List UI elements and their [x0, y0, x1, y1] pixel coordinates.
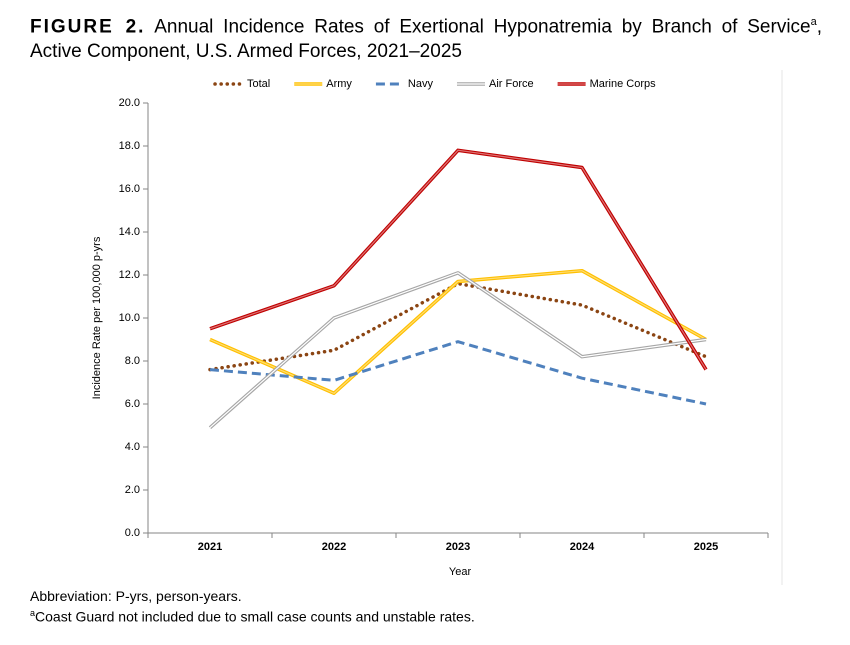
y-tick-label: 2.0	[125, 484, 140, 496]
y-tick-label: 12.0	[119, 269, 140, 281]
x-tick-label: 2023	[446, 541, 470, 553]
y-tick-label: 0.0	[125, 527, 140, 539]
chart-title-rest: , Active Component, U.S. Armed Forces, 2…	[30, 16, 823, 63]
title-block: FIGURE 2. Annual Incidence Rates of Exer…	[30, 10, 822, 64]
chart-title: Annual Incidence Rates of Exertional Hyp…	[154, 16, 811, 38]
y-tick-label: 18.0	[119, 140, 140, 152]
series-line	[209, 268, 707, 395]
line-highlight	[209, 149, 707, 370]
abbreviation: Abbreviation: P-yrs, person-years.	[30, 588, 242, 604]
x-axis-title: Year	[449, 566, 472, 578]
y-tick-label: 16.0	[119, 183, 140, 195]
x-tick-label: 2022	[322, 541, 346, 553]
legend-label: Total	[247, 78, 270, 90]
figure-label: FIGURE 2.	[30, 16, 146, 38]
footnote: aCoast Guard not included due to small c…	[30, 605, 475, 626]
footnote-marker: a	[30, 608, 36, 618]
legend-label: Marine Corps	[590, 78, 657, 90]
y-tick-label: 10.0	[119, 312, 140, 324]
line-highlight	[209, 272, 707, 429]
legend-label: Army	[326, 78, 352, 90]
notes: Abbreviation: P-yrs, person-years. aCoas…	[30, 588, 475, 626]
x-tick-label: 2024	[570, 541, 595, 553]
legend-label: Navy	[408, 78, 434, 90]
y-tick-label: 4.0	[125, 441, 140, 453]
y-tick-label: 20.0	[119, 97, 140, 109]
title-marker: a	[810, 16, 817, 28]
footnote-text: Coast Guard not included due to small ca…	[35, 608, 475, 625]
y-tick-label: 8.0	[125, 355, 140, 367]
series-line	[209, 148, 708, 371]
y-tick-label: 6.0	[125, 398, 140, 410]
y-tick-label: 14.0	[119, 226, 140, 238]
y-axis-title: Incidence Rate per 100,000 p-yrs	[91, 236, 103, 399]
line-highlight	[209, 270, 707, 394]
legend-label: Air Force	[489, 78, 534, 90]
x-tick-label: 2025	[694, 541, 718, 553]
series-line	[209, 340, 707, 406]
x-tick-label: 2021	[198, 541, 222, 553]
